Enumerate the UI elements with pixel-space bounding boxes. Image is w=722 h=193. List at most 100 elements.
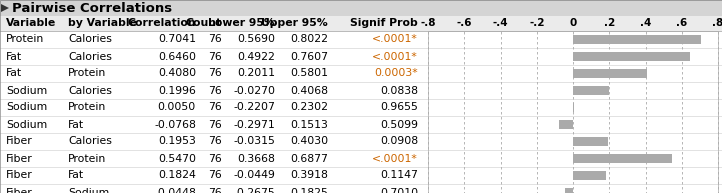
Text: 76: 76 — [208, 69, 222, 79]
Text: .2: .2 — [604, 19, 615, 29]
Text: 0.4030: 0.4030 — [290, 136, 328, 146]
Text: 0: 0 — [570, 19, 577, 29]
Bar — [573, 171, 606, 180]
Text: 0.1147: 0.1147 — [380, 170, 418, 180]
Text: 0.4068: 0.4068 — [290, 85, 328, 96]
Text: Sodium: Sodium — [68, 188, 109, 193]
Text: 76: 76 — [208, 85, 222, 96]
Text: -0.0768: -0.0768 — [154, 119, 196, 130]
Text: 0.1824: 0.1824 — [158, 170, 196, 180]
Bar — [573, 69, 647, 78]
Text: 0.7010: 0.7010 — [380, 188, 418, 193]
Text: Sodium: Sodium — [6, 119, 47, 130]
Text: 0.1825: 0.1825 — [290, 188, 328, 193]
Text: Correlation: Correlation — [127, 19, 196, 29]
Text: 0.9655: 0.9655 — [380, 102, 418, 113]
Text: Lower 95%: Lower 95% — [208, 19, 275, 29]
Bar — [0, 184, 722, 193]
Text: -.6: -.6 — [456, 19, 472, 29]
Text: Calories: Calories — [68, 136, 112, 146]
Text: 76: 76 — [208, 170, 222, 180]
Text: 76: 76 — [208, 153, 222, 163]
Text: <.0001*: <.0001* — [373, 35, 418, 45]
Text: 0.3918: 0.3918 — [290, 170, 328, 180]
Text: 0.8022: 0.8022 — [290, 35, 328, 45]
Bar — [428, 31, 718, 193]
Text: 0.1513: 0.1513 — [290, 119, 328, 130]
Text: Variable: Variable — [6, 19, 56, 29]
Text: 76: 76 — [208, 119, 222, 130]
Bar — [573, 137, 609, 146]
Text: Pairwise Correlations: Pairwise Correlations — [12, 2, 172, 14]
Text: 0.6460: 0.6460 — [158, 52, 196, 62]
Text: 0.2302: 0.2302 — [290, 102, 328, 113]
Text: 76: 76 — [208, 188, 222, 193]
Text: 0.5470: 0.5470 — [158, 153, 196, 163]
Text: 76: 76 — [208, 136, 222, 146]
Text: Protein: Protein — [6, 35, 44, 45]
Text: 76: 76 — [208, 102, 222, 113]
Text: Calories: Calories — [68, 35, 112, 45]
Bar — [565, 188, 573, 193]
Bar — [0, 150, 722, 167]
Bar — [573, 35, 700, 44]
Text: 76: 76 — [208, 52, 222, 62]
Text: 76: 76 — [208, 35, 222, 45]
Text: 0.7607: 0.7607 — [290, 52, 328, 62]
Text: -0.2207: -0.2207 — [233, 102, 275, 113]
Text: Upper 95%: Upper 95% — [261, 19, 328, 29]
Bar — [0, 0, 722, 16]
Text: 0.1996: 0.1996 — [158, 85, 196, 96]
Text: 0.6877: 0.6877 — [290, 153, 328, 163]
Text: -0.0270: -0.0270 — [233, 85, 275, 96]
Text: Protein: Protein — [68, 153, 106, 163]
Text: Fiber: Fiber — [6, 170, 32, 180]
Text: 0.2011: 0.2011 — [237, 69, 275, 79]
Text: 0.5690: 0.5690 — [237, 35, 275, 45]
Bar — [0, 31, 722, 48]
Text: 0.0838: 0.0838 — [380, 85, 418, 96]
Text: .8: .8 — [713, 19, 722, 29]
Text: 0.7041: 0.7041 — [158, 35, 196, 45]
Bar — [0, 133, 722, 150]
Text: -.8: -.8 — [420, 19, 436, 29]
Text: -0.0448: -0.0448 — [154, 188, 196, 193]
Polygon shape — [1, 4, 9, 12]
Text: -.2: -.2 — [529, 19, 544, 29]
Bar — [559, 120, 573, 129]
Text: -0.0315: -0.0315 — [233, 136, 275, 146]
Text: by Variable: by Variable — [68, 19, 137, 29]
Text: Fat: Fat — [6, 69, 22, 79]
Text: 0.0003*: 0.0003* — [375, 69, 418, 79]
Text: -0.2971: -0.2971 — [233, 119, 275, 130]
Text: Protein: Protein — [68, 69, 106, 79]
Text: 0.4922: 0.4922 — [237, 52, 275, 62]
Bar — [0, 99, 722, 116]
Text: Sodium: Sodium — [6, 102, 47, 113]
Text: 0.5099: 0.5099 — [380, 119, 418, 130]
Text: Fat: Fat — [68, 119, 84, 130]
Text: .6: .6 — [676, 19, 687, 29]
Text: 0.5801: 0.5801 — [290, 69, 328, 79]
Bar — [0, 48, 722, 65]
Text: Count: Count — [186, 19, 222, 29]
Text: Protein: Protein — [68, 102, 106, 113]
Text: Fiber: Fiber — [6, 153, 32, 163]
Text: -.4: -.4 — [492, 19, 508, 29]
Text: Signif Prob: Signif Prob — [350, 19, 418, 29]
Text: Fat: Fat — [6, 52, 22, 62]
Text: Fiber: Fiber — [6, 188, 32, 193]
Text: <.0001*: <.0001* — [373, 52, 418, 62]
Bar — [573, 103, 574, 112]
Text: Fiber: Fiber — [6, 136, 32, 146]
Bar — [573, 154, 672, 163]
Text: 0.0050: 0.0050 — [157, 102, 196, 113]
Bar — [0, 167, 722, 184]
Bar — [0, 16, 722, 31]
Text: 0.3668: 0.3668 — [237, 153, 275, 163]
Bar — [0, 116, 722, 133]
Text: 0.1953: 0.1953 — [158, 136, 196, 146]
Text: .4: .4 — [640, 19, 651, 29]
Text: -0.2675: -0.2675 — [233, 188, 275, 193]
Bar — [0, 65, 722, 82]
